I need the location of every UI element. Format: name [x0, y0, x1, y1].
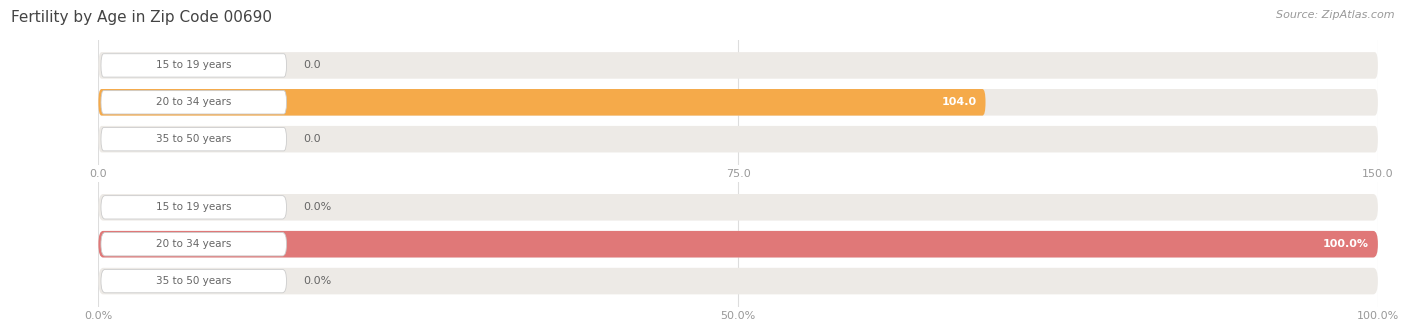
Text: 104.0: 104.0 [942, 97, 977, 107]
FancyBboxPatch shape [101, 127, 287, 151]
FancyBboxPatch shape [101, 54, 287, 77]
FancyBboxPatch shape [101, 196, 287, 219]
Text: 15 to 19 years: 15 to 19 years [156, 202, 232, 212]
FancyBboxPatch shape [101, 233, 287, 256]
FancyBboxPatch shape [98, 231, 1378, 257]
Text: Fertility by Age in Zip Code 00690: Fertility by Age in Zip Code 00690 [11, 10, 273, 25]
Text: Source: ZipAtlas.com: Source: ZipAtlas.com [1277, 10, 1395, 20]
Text: 0.0: 0.0 [304, 134, 321, 144]
FancyBboxPatch shape [98, 231, 1378, 257]
FancyBboxPatch shape [101, 91, 287, 114]
FancyBboxPatch shape [101, 269, 287, 293]
Text: 0.0: 0.0 [304, 60, 321, 70]
Text: 15 to 19 years: 15 to 19 years [156, 60, 232, 70]
Text: 0.0%: 0.0% [304, 276, 332, 286]
FancyBboxPatch shape [98, 52, 1378, 79]
FancyBboxPatch shape [98, 194, 1378, 220]
FancyBboxPatch shape [98, 89, 986, 116]
Text: 35 to 50 years: 35 to 50 years [156, 276, 232, 286]
FancyBboxPatch shape [98, 89, 1378, 116]
Text: 0.0%: 0.0% [304, 202, 332, 212]
Text: 100.0%: 100.0% [1323, 239, 1369, 249]
Text: 20 to 34 years: 20 to 34 years [156, 239, 232, 249]
FancyBboxPatch shape [98, 268, 1378, 294]
Text: 20 to 34 years: 20 to 34 years [156, 97, 232, 107]
FancyBboxPatch shape [98, 126, 1378, 152]
Text: 35 to 50 years: 35 to 50 years [156, 134, 232, 144]
